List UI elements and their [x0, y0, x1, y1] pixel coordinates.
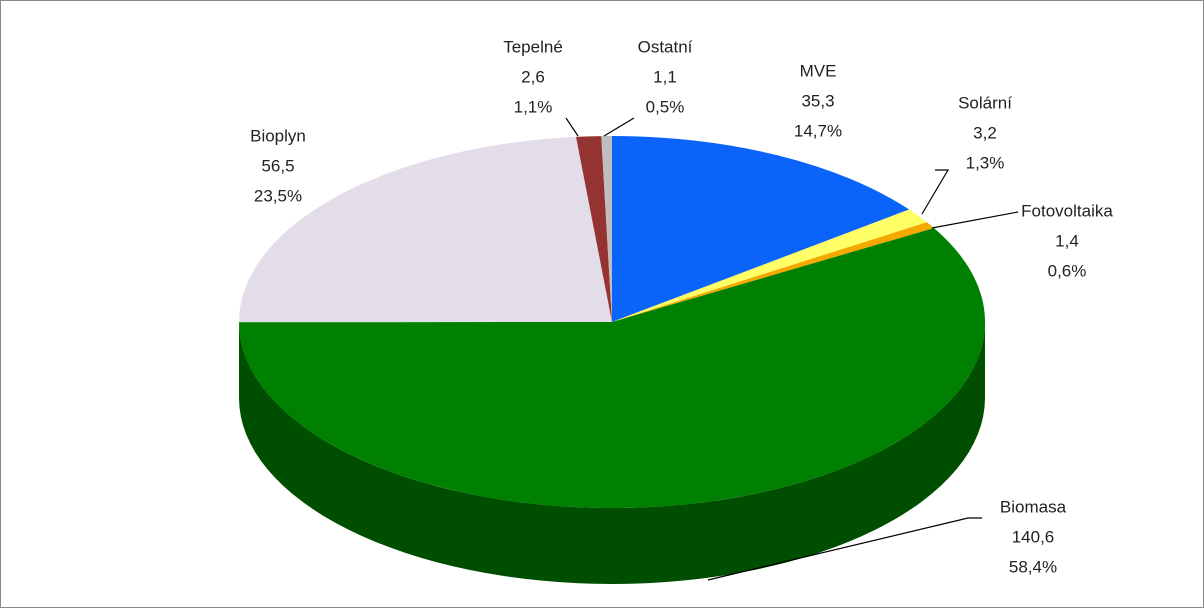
label-name: Bioplyn: [250, 126, 306, 145]
label-percent: 14,7%: [794, 121, 842, 140]
slice: [239, 228, 986, 508]
slice: [612, 209, 927, 322]
slice-side: [239, 322, 986, 584]
leader-line: [707, 517, 982, 581]
label-value: 1,4: [1055, 231, 1079, 250]
label-name: Solární: [958, 93, 1012, 112]
slice: [601, 136, 612, 322]
label-name: Fotovoltaika: [1021, 201, 1113, 220]
leader-line: [921, 169, 950, 215]
label-value: 1,1: [653, 67, 677, 86]
label-name: MVE: [800, 61, 837, 80]
label-percent: 0,6%: [1048, 261, 1087, 280]
slice: [612, 136, 910, 322]
label-value: 140,6: [1012, 527, 1055, 546]
label-percent: 58,4%: [1009, 557, 1057, 576]
label-value: 56,5: [261, 156, 294, 175]
label-value: 35,3: [801, 91, 834, 110]
label-name: Ostatní: [638, 37, 693, 56]
pie-sides: [239, 322, 986, 584]
labels: MVE 35,3 14,7% Solární 3,2 1,3% Fotovoltaika 1,…: [250, 37, 1113, 581]
label-percent: 23,5%: [254, 186, 302, 205]
label-name: Biomasa: [1000, 497, 1067, 516]
slice: [239, 136, 612, 323]
slice: [576, 136, 612, 322]
leader-line: [565, 117, 579, 137]
label-value: 3,2: [973, 123, 997, 142]
leader-line: [603, 117, 635, 137]
label-percent: 0,5%: [646, 97, 685, 116]
label-value: 2,6: [521, 67, 545, 86]
slice: [612, 222, 934, 322]
pie-tops: [239, 136, 986, 508]
leader-line: [931, 211, 1019, 229]
label-name: Tepelné: [503, 37, 563, 56]
label-percent: 1,1%: [514, 97, 553, 116]
label-percent: 1,3%: [966, 153, 1005, 172]
